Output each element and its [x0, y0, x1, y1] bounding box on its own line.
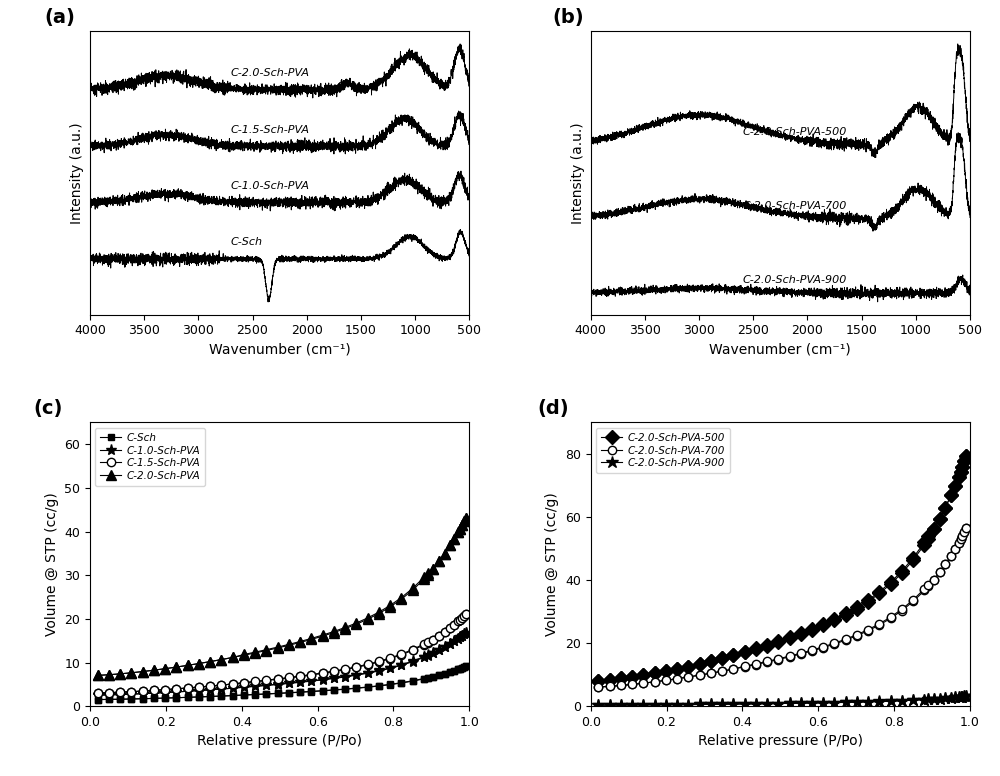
Text: C-2.0-Sch-PVA-900: C-2.0-Sch-PVA-900: [742, 275, 847, 286]
Text: (c): (c): [33, 399, 62, 418]
Text: C-Sch: C-Sch: [231, 237, 263, 248]
Legend: C-2.0-Sch-PVA-500, C-2.0-Sch-PVA-700, C-2.0-Sch-PVA-900: C-2.0-Sch-PVA-500, C-2.0-Sch-PVA-700, C-…: [596, 428, 730, 473]
X-axis label: Relative pressure (P/Po): Relative pressure (P/Po): [197, 734, 362, 748]
Text: (b): (b): [553, 8, 584, 26]
Text: C-1.0-Sch-PVA: C-1.0-Sch-PVA: [231, 181, 310, 191]
Text: (d): (d): [538, 399, 569, 418]
Text: C-2.0-Sch-PVA-700: C-2.0-Sch-PVA-700: [742, 201, 847, 211]
Legend: C-Sch, C-1.0-Sch-PVA, C-1.5-Sch-PVA, C-2.0-Sch-PVA: C-Sch, C-1.0-Sch-PVA, C-1.5-Sch-PVA, C-2…: [95, 428, 205, 486]
Y-axis label: Intensity (a.u.): Intensity (a.u.): [70, 122, 84, 223]
Text: C-1.5-Sch-PVA: C-1.5-Sch-PVA: [231, 125, 310, 134]
Text: C-2.0-Sch-PVA-500: C-2.0-Sch-PVA-500: [742, 126, 847, 137]
Text: (a): (a): [44, 8, 75, 26]
Y-axis label: Volume @ STP (cc/g): Volume @ STP (cc/g): [45, 493, 59, 636]
X-axis label: Wavenumber (cm⁻¹): Wavenumber (cm⁻¹): [709, 343, 851, 357]
X-axis label: Wavenumber (cm⁻¹): Wavenumber (cm⁻¹): [209, 343, 351, 357]
Y-axis label: Volume @ STP (cc/g): Volume @ STP (cc/g): [545, 493, 559, 636]
Text: C-2.0-Sch-PVA: C-2.0-Sch-PVA: [231, 68, 310, 78]
X-axis label: Relative pressure (P/Po): Relative pressure (P/Po): [698, 734, 863, 748]
Y-axis label: Intensity (a.u.): Intensity (a.u.): [571, 122, 585, 223]
